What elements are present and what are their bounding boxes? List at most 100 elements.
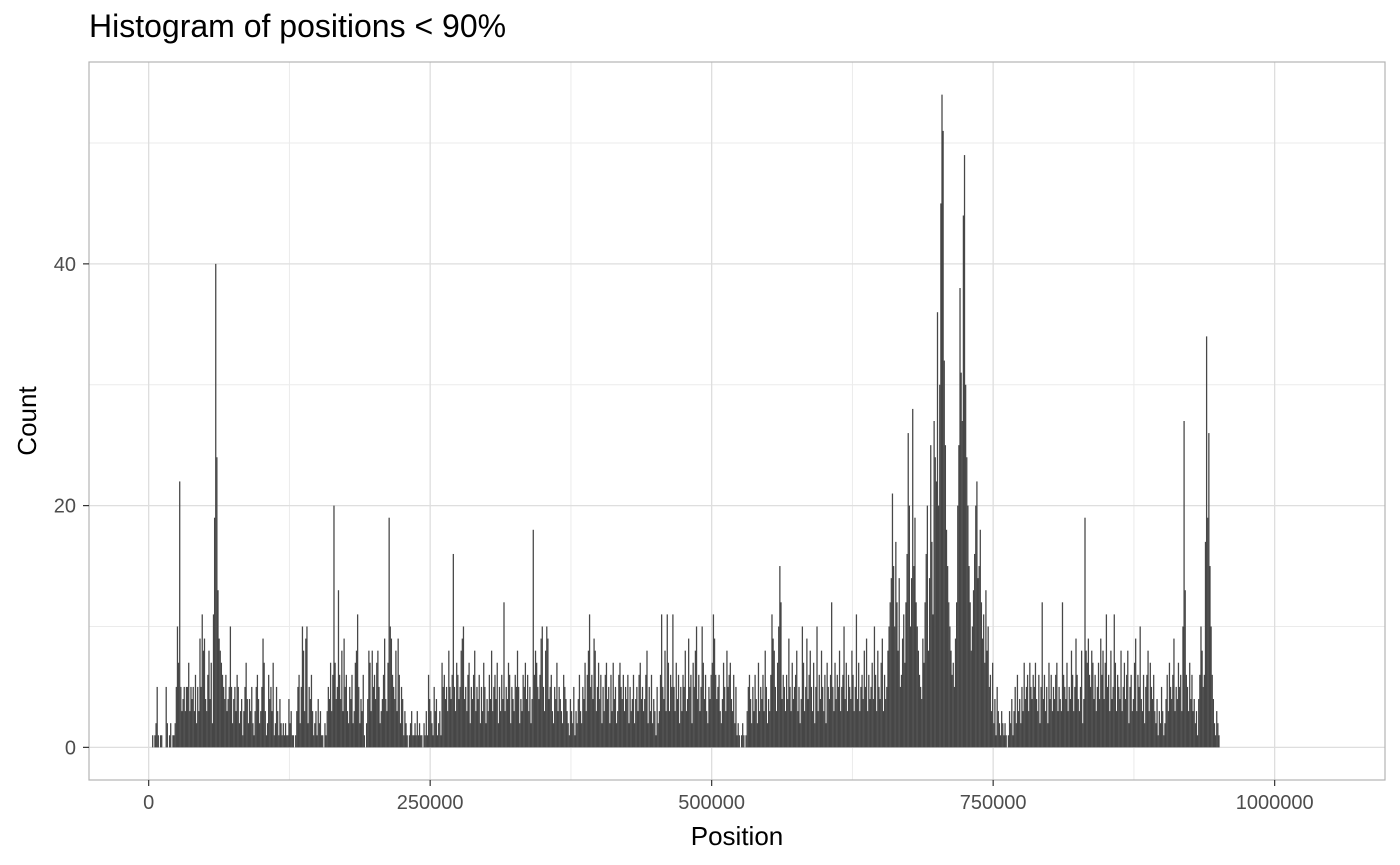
histogram-bar — [242, 735, 244, 748]
histogram-bar — [413, 735, 415, 748]
histogram-bar — [191, 699, 193, 748]
histogram-bar — [494, 674, 496, 748]
histogram-bar — [1074, 686, 1076, 748]
histogram-bar — [987, 626, 989, 748]
histogram-bar — [1105, 614, 1108, 748]
histogram-bar — [646, 650, 648, 748]
histogram-bar — [784, 711, 787, 748]
histogram-bar — [545, 650, 547, 748]
histogram-bar — [469, 723, 471, 748]
histogram-bar — [168, 735, 171, 748]
histogram-bar — [1117, 674, 1119, 748]
histogram-bar — [1214, 735, 1217, 748]
histogram-bar — [1096, 686, 1099, 748]
histogram-bar — [1180, 674, 1182, 748]
histogram-bar — [381, 699, 384, 748]
histogram-bar — [367, 699, 369, 748]
histogram-bar — [179, 481, 181, 748]
histogram-bar — [1141, 711, 1144, 748]
histogram-bar — [444, 699, 447, 748]
histogram-bar — [263, 662, 265, 748]
histogram-bar — [457, 674, 459, 748]
histogram-bar — [448, 650, 450, 748]
histogram-bar — [1186, 686, 1189, 748]
histogram-bar — [477, 699, 479, 748]
histogram-bar — [699, 711, 701, 748]
histogram-bar — [576, 723, 578, 748]
histogram-bar — [716, 699, 718, 748]
histogram-bar — [825, 723, 827, 748]
histogram-bar — [1032, 674, 1034, 748]
histogram-bar — [1086, 662, 1088, 748]
histogram-bar — [305, 638, 307, 748]
histogram-bar — [363, 735, 366, 748]
histogram-bar — [557, 711, 559, 748]
histogram-bar — [833, 711, 835, 748]
histogram-bar — [301, 626, 304, 748]
histogram-bar — [891, 493, 894, 748]
histogram-bar — [420, 735, 422, 748]
histogram-bar — [238, 723, 241, 748]
histogram-bar — [600, 674, 602, 748]
histogram-bar — [883, 674, 886, 748]
histogram-bar — [329, 662, 332, 748]
histogram-bar — [733, 674, 735, 748]
histogram-bar — [1001, 711, 1003, 748]
histogram-bar — [172, 735, 174, 748]
histogram-bar — [1085, 650, 1087, 748]
histogram-bar — [376, 662, 378, 748]
histogram-bar — [913, 566, 915, 748]
histogram-bar — [493, 686, 495, 748]
histogram-bar — [655, 735, 657, 748]
histogram-bar — [200, 686, 202, 748]
histogram-bar — [1135, 638, 1137, 748]
histogram-bar — [704, 674, 707, 748]
histogram-bar — [579, 711, 582, 748]
histogram-bar — [1014, 686, 1016, 748]
histogram-bar — [948, 602, 950, 748]
histogram-bar — [1019, 699, 1021, 748]
histogram-bar — [311, 711, 314, 748]
histogram-bar — [1155, 723, 1157, 748]
y-tick-label: 40 — [54, 254, 76, 276]
histogram-bar — [496, 662, 498, 748]
histogram-bar — [814, 723, 816, 748]
histogram-bar — [664, 650, 666, 748]
histogram-bar — [525, 699, 528, 748]
histogram-bar — [466, 711, 468, 748]
histogram-bar — [508, 674, 511, 748]
histogram-bar — [717, 686, 719, 748]
histogram-bar — [1132, 699, 1135, 748]
histogram-bar — [159, 735, 162, 748]
histogram-bar — [738, 735, 740, 748]
histogram-bar — [957, 505, 959, 748]
histogram-bar — [1069, 699, 1072, 748]
histogram-bar — [981, 638, 984, 748]
histogram-bar — [753, 711, 755, 748]
histogram-bar — [400, 686, 403, 748]
histogram-bar — [594, 650, 596, 748]
histogram-bar — [286, 735, 288, 748]
histogram-bar — [433, 686, 435, 748]
histogram-bar — [458, 699, 460, 748]
x-tick-label: 500000 — [678, 792, 745, 814]
histogram-bar — [665, 711, 667, 748]
histogram-bar — [353, 711, 355, 748]
histogram-bar — [1210, 626, 1212, 748]
histogram-bar — [385, 699, 387, 748]
histogram-bar — [900, 674, 903, 748]
histogram-bar — [941, 94, 943, 748]
histogram-bar — [274, 723, 277, 748]
histogram-bar — [1103, 699, 1105, 748]
histogram-bar — [934, 457, 936, 748]
histogram-bar — [1016, 674, 1019, 748]
histogram-bar — [434, 711, 436, 748]
histogram-bar — [440, 735, 442, 748]
histogram-bar — [1028, 711, 1030, 748]
histogram-bar — [943, 360, 945, 748]
histogram-bar — [762, 674, 764, 748]
histogram-bar — [1153, 674, 1155, 748]
histogram-bar — [800, 699, 802, 748]
histogram-bar — [572, 723, 574, 748]
histogram-bar — [888, 626, 890, 748]
